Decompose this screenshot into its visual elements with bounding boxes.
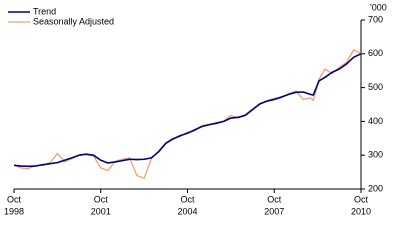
x-tick-label: 2007 bbox=[264, 206, 284, 216]
y-tick-label: 200 bbox=[368, 183, 383, 193]
x-tick-label: 2004 bbox=[177, 206, 197, 216]
x-tick-label: 2001 bbox=[91, 206, 111, 216]
series-line bbox=[13, 53, 362, 168]
x-tick-label: Oct bbox=[354, 194, 369, 204]
y-tick-label: 300 bbox=[368, 150, 383, 160]
legend-label: Seasonally Adjusted bbox=[33, 16, 114, 26]
y-tick-label: 400 bbox=[368, 116, 383, 126]
x-tick-label: Oct bbox=[267, 194, 282, 204]
x-tick-label: Oct bbox=[180, 194, 195, 204]
y-tick-label: 500 bbox=[368, 82, 383, 92]
x-tick-label: Oct bbox=[94, 194, 109, 204]
series-line bbox=[13, 49, 362, 179]
x-tick-label: 2010 bbox=[351, 206, 371, 216]
unit-label: '000 bbox=[370, 2, 387, 12]
chart: '000 200 300 400 500 600 700 Oct 1998 Oct 2001 Oct… bbox=[4, 2, 387, 216]
x-tick-label: Oct bbox=[7, 194, 22, 204]
y-tick-label: 700 bbox=[368, 14, 383, 24]
y-tick-label: 600 bbox=[368, 48, 383, 58]
x-tick-label: 1998 bbox=[4, 206, 24, 216]
legend-label: Trend bbox=[33, 6, 56, 16]
